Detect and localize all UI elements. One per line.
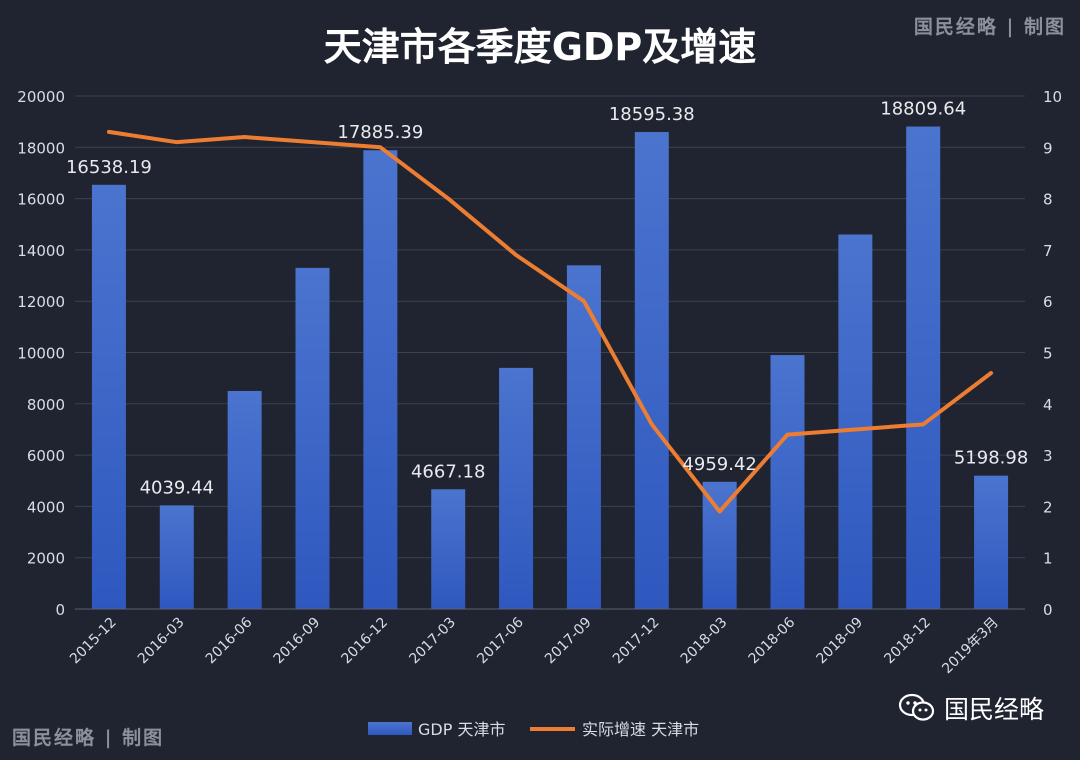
x-tick-label: 2017-03 xyxy=(406,615,459,668)
bar xyxy=(159,505,194,609)
right-y-axis: 0 1 2 3 4 5 6 7 8 9 10 xyxy=(1043,88,1062,619)
growth-line xyxy=(106,129,994,514)
x-tick-label: 2019年3月 xyxy=(939,615,1002,678)
legend: GDP 天津市 实际增速 天津市 xyxy=(368,720,699,739)
right-tick-label: 0 xyxy=(1043,601,1053,619)
x-tick-label: 2018-03 xyxy=(678,615,731,668)
right-tick-label: 3 xyxy=(1043,447,1053,465)
data-label: 17885.39 xyxy=(337,122,423,143)
data-label: 4959.42 xyxy=(682,454,756,475)
bar xyxy=(974,475,1009,609)
x-tick-label: 2016-09 xyxy=(271,615,324,668)
x-tick-label: 2017-09 xyxy=(542,615,595,668)
bar xyxy=(838,234,873,609)
x-axis: 2015-12 2016-03 2016-06 2016-09 2016-12 2017-… xyxy=(67,608,1025,678)
brand-label: 国民经略 xyxy=(943,695,1044,724)
bar xyxy=(634,132,669,609)
x-tick-label: 2017-06 xyxy=(474,614,527,667)
x-tick-label: 2017-12 xyxy=(610,615,663,668)
right-tick-label: 5 xyxy=(1043,345,1053,363)
data-label: 18595.38 xyxy=(609,104,695,125)
bar xyxy=(770,355,805,609)
left-tick-label: 18000 xyxy=(17,139,65,157)
bar xyxy=(91,184,126,610)
right-tick-label: 1 xyxy=(1043,550,1053,568)
left-tick-label: 2000 xyxy=(27,550,65,568)
left-tick-label: 4000 xyxy=(27,498,65,516)
right-tick-label: 6 xyxy=(1043,293,1053,311)
brand: 国民经略 xyxy=(898,690,1044,726)
bar xyxy=(295,267,330,609)
legend-label-growth: 实际增速 天津市 xyxy=(582,720,699,739)
data-label: 4667.18 xyxy=(411,461,485,482)
left-tick-label: 6000 xyxy=(27,447,65,465)
left-tick-label: 14000 xyxy=(17,242,65,260)
left-tick-label: 16000 xyxy=(17,191,65,209)
bar xyxy=(227,390,262,609)
legend-swatch-gdp xyxy=(368,722,412,735)
legend-label-gdp: GDP 天津市 xyxy=(418,720,505,739)
right-tick-label: 7 xyxy=(1043,242,1053,260)
x-tick-label: 2018-09 xyxy=(814,615,867,668)
left-tick-label: 8000 xyxy=(27,396,65,414)
bar xyxy=(906,126,941,609)
x-tick-label: 2015-12 xyxy=(67,615,120,668)
left-y-axis: 0 2000 4000 6000 8000 10000 12000 14000 16000 180… xyxy=(17,88,65,619)
right-tick-label: 4 xyxy=(1043,396,1053,414)
x-tick-label: 2016-03 xyxy=(135,615,188,668)
left-tick-label: 0 xyxy=(55,601,65,619)
x-tick-label: 2018-06 xyxy=(746,614,799,667)
right-tick-label: 8 xyxy=(1043,191,1053,209)
chart-title: 天津市各季度GDP及增速 xyxy=(324,25,757,69)
right-tick-label: 9 xyxy=(1043,139,1053,157)
left-tick-label: 20000 xyxy=(17,88,65,106)
grid-lines xyxy=(75,95,1025,610)
bar xyxy=(499,367,534,609)
right-tick-label: 10 xyxy=(1043,88,1062,106)
watermark-bottom: 国民经略 | 制图 xyxy=(12,727,165,749)
data-labels: 16538.19 4039.44 17885.39 4667.18 18595.38 49… xyxy=(66,99,1028,499)
wechat-icon xyxy=(898,693,936,723)
x-tick-label: 2018-12 xyxy=(881,615,934,668)
bar xyxy=(566,265,601,609)
data-label: 4039.44 xyxy=(140,477,214,498)
bar-series xyxy=(91,126,1009,610)
data-label: 16538.19 xyxy=(66,157,152,178)
x-tick-label: 2016-06 xyxy=(203,614,256,667)
right-tick-label: 2 xyxy=(1043,498,1053,516)
data-label: 18809.64 xyxy=(880,99,966,120)
x-tick-label: 2016-12 xyxy=(339,615,392,668)
line-series xyxy=(106,129,994,514)
data-label: 5198.98 xyxy=(954,448,1028,469)
left-tick-label: 12000 xyxy=(17,293,65,311)
bar xyxy=(702,481,737,609)
bar xyxy=(363,150,398,609)
watermark-top: 国民经略 | 制图 xyxy=(913,16,1066,38)
bar xyxy=(431,489,466,609)
left-tick-label: 10000 xyxy=(17,345,65,363)
